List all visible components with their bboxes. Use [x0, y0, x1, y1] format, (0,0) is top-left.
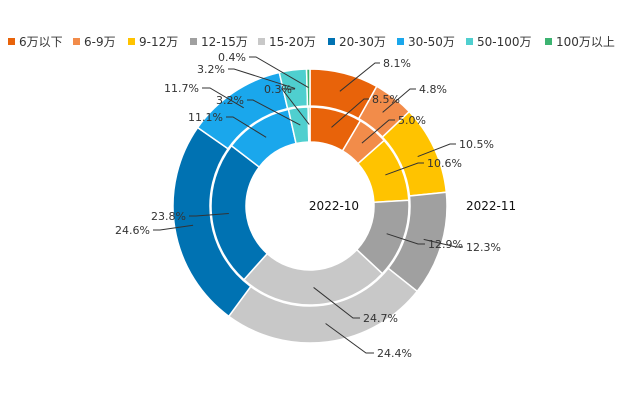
- leader-line: [417, 143, 456, 158]
- legend-item-4[interactable]: 15-20万: [258, 35, 316, 49]
- inner-label-2: 10.6%: [385, 157, 462, 176]
- legend-swatch: [545, 38, 552, 45]
- leader-line: [331, 98, 369, 128]
- outer-label-0: 8.1%: [339, 57, 411, 92]
- inner-label-4: 24.7%: [313, 287, 398, 325]
- leader-line: [385, 162, 424, 176]
- legend-label: 30-50万: [408, 35, 455, 49]
- legend-label: 9-12万: [139, 35, 178, 49]
- outer-label-4: 24.4%: [325, 323, 412, 360]
- inner-label-5: 23.8%: [151, 210, 229, 223]
- data-label: 12.9%: [428, 238, 463, 251]
- data-label: 3.2%: [197, 63, 225, 76]
- leader-line: [339, 62, 380, 92]
- inner-label-3: 12.9%: [386, 233, 463, 251]
- inner-series-name: 2022-10: [309, 199, 359, 213]
- outer-ring: [172, 68, 448, 344]
- legend-item-2[interactable]: 9-12万: [128, 35, 178, 49]
- legend-label: 20-30万: [339, 35, 386, 49]
- legend-item-5[interactable]: 20-30万: [328, 35, 386, 49]
- data-label: 8.1%: [383, 57, 411, 70]
- leader-line: [247, 99, 301, 126]
- data-label: 0.4%: [218, 51, 246, 64]
- leader-line: [249, 56, 309, 88]
- inner-ring: [210, 106, 410, 306]
- legend-swatch: [128, 38, 135, 45]
- legend-item-7[interactable]: 50-100万: [466, 35, 532, 49]
- data-label: 0.3%: [264, 83, 292, 96]
- leader-line: [153, 224, 194, 231]
- leader-line: [228, 68, 296, 89]
- legend-label: 12-15万: [201, 35, 248, 49]
- leader-line: [423, 238, 463, 248]
- data-label: 10.6%: [427, 157, 462, 170]
- inner-label-0: 8.5%: [331, 93, 400, 128]
- leader-line: [325, 323, 374, 354]
- data-label: 11.1%: [188, 111, 223, 124]
- leader-line: [361, 119, 395, 144]
- leader-line: [386, 233, 425, 245]
- legend-label: 50-100万: [477, 35, 532, 49]
- data-label: 23.8%: [151, 210, 186, 223]
- data-label: 11.7%: [164, 82, 199, 95]
- legend-item-8[interactable]: 100万以上: [545, 35, 615, 49]
- outer-label-5: 24.6%: [115, 224, 194, 237]
- data-label: 5.0%: [398, 114, 426, 127]
- leader-line: [382, 88, 416, 113]
- legend-item-0[interactable]: 6万以下: [8, 35, 63, 49]
- inner-label-7: 3.2%: [216, 94, 301, 126]
- leader-line: [280, 88, 310, 125]
- inner-label-6: 11.1%: [188, 111, 267, 138]
- data-label: 3.2%: [216, 94, 244, 107]
- data-label: 24.6%: [115, 224, 150, 237]
- legend-item-1[interactable]: 6-9万: [73, 35, 116, 49]
- outer-label-1: 4.8%: [382, 83, 447, 113]
- legend-swatch: [328, 38, 335, 45]
- inner-label-1: 5.0%: [361, 114, 426, 144]
- data-label: 4.8%: [419, 83, 447, 96]
- legend-swatch: [258, 38, 265, 45]
- data-label: 10.5%: [459, 138, 494, 151]
- leader-line: [189, 213, 229, 217]
- outer-label-3: 12.3%: [423, 238, 501, 254]
- outer-series-name: 2022-11: [466, 199, 516, 213]
- legend-item-3[interactable]: 12-15万: [190, 35, 248, 49]
- legend: 6万以下 6-9万 9-12万 12-15万 15-20万 20-30万 30-50万 50-…: [8, 35, 615, 49]
- outer-label-7: 3.2%: [197, 63, 296, 89]
- legend-label: 6万以下: [19, 35, 63, 49]
- legend-item-6[interactable]: 30-50万: [397, 35, 455, 49]
- data-labels: 8.1%4.8%10.5%12.3%24.4%24.6%11.7%3.2%0.4…: [115, 51, 501, 360]
- legend-swatch: [466, 38, 473, 45]
- legend-label: 100万以上: [556, 35, 615, 49]
- data-label: 24.4%: [377, 347, 412, 360]
- leader-line: [313, 287, 360, 319]
- data-label: 12.3%: [466, 241, 501, 254]
- legend-swatch: [397, 38, 404, 45]
- legend-swatch: [73, 38, 80, 45]
- legend-label: 15-20万: [269, 35, 316, 49]
- data-label: 8.5%: [372, 93, 400, 106]
- outer-label-2: 10.5%: [417, 138, 494, 158]
- legend-label: 6-9万: [84, 35, 116, 49]
- outer-label-8: 0.4%: [218, 51, 309, 88]
- leader-line: [226, 116, 267, 138]
- outer-label-6: 11.7%: [164, 82, 244, 109]
- data-label: 24.7%: [363, 312, 398, 325]
- leader-line: [202, 87, 244, 109]
- legend-swatch: [190, 38, 197, 45]
- legend-swatch: [8, 38, 15, 45]
- inner-label-8: 0.3%: [264, 83, 310, 125]
